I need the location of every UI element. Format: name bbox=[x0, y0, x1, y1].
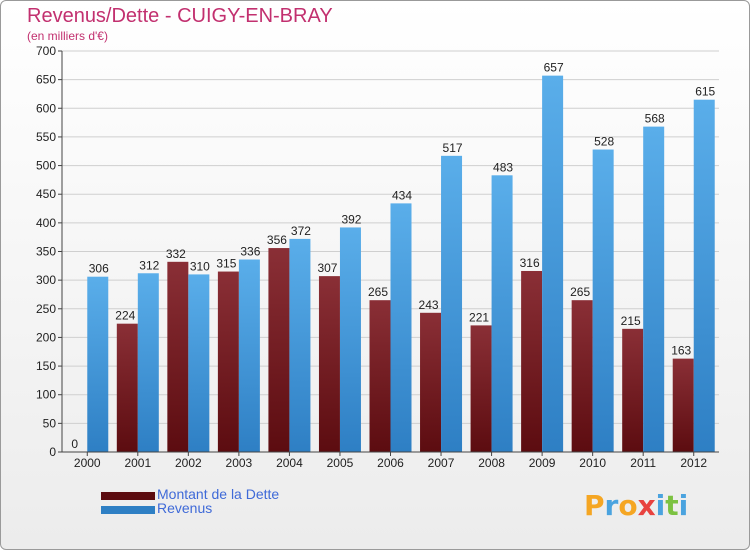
bar-revenus-2003 bbox=[238, 259, 260, 452]
data-label-debt-2011: 215 bbox=[621, 314, 641, 328]
bar-debt-2010 bbox=[571, 300, 593, 452]
bar-debt-2012 bbox=[672, 358, 694, 452]
data-label-debt-2009: 316 bbox=[520, 256, 540, 270]
data-label-debt-2003: 315 bbox=[216, 257, 236, 271]
data-label-debt-2002: 332 bbox=[166, 247, 186, 261]
x-tick-label: 2001 bbox=[124, 456, 151, 470]
bar-debt-2008 bbox=[470, 325, 492, 452]
logo-letter: r bbox=[604, 489, 619, 522]
data-label-revenus-2007: 517 bbox=[443, 141, 463, 155]
x-tick-label: 2010 bbox=[579, 456, 606, 470]
bar-debt-2006 bbox=[369, 300, 391, 452]
bar-revenus-2012 bbox=[693, 99, 715, 452]
data-label-debt-2012: 163 bbox=[671, 344, 691, 358]
data-label-debt-2005: 307 bbox=[317, 261, 337, 275]
data-label-revenus-2011: 568 bbox=[645, 112, 665, 126]
logo-letter: P bbox=[584, 489, 605, 522]
y-tick-label: 450 bbox=[36, 187, 56, 201]
bar-revenus-2008 bbox=[491, 175, 513, 452]
y-tick-label: 250 bbox=[36, 302, 56, 316]
x-tick-label: 2000 bbox=[74, 456, 101, 470]
data-label-revenus-2012: 615 bbox=[695, 85, 715, 99]
y-tick-label: 650 bbox=[36, 73, 56, 87]
y-tick-label: 200 bbox=[36, 330, 56, 344]
y-tick-label: 0 bbox=[49, 445, 56, 459]
proxiti-logo: Proxiti bbox=[584, 489, 688, 522]
bar-debt-2005 bbox=[318, 276, 340, 452]
y-tick-label: 700 bbox=[36, 44, 56, 58]
bar-revenus-2004 bbox=[289, 238, 311, 452]
y-tick-label: 300 bbox=[36, 273, 56, 287]
logo-letter: x bbox=[637, 489, 656, 522]
data-label-debt-2004: 356 bbox=[267, 233, 287, 247]
data-label-debt-2007: 243 bbox=[419, 298, 439, 312]
logo-letter: i bbox=[655, 489, 666, 522]
axes: 0 50 100 150 200 250 300 350 400 450 500 550 600 650 7… bbox=[36, 44, 719, 470]
x-tick-label: 2005 bbox=[327, 456, 354, 470]
data-label-debt-2008: 221 bbox=[469, 310, 489, 324]
data-label-debt-2000: 0 bbox=[71, 437, 78, 451]
bar-revenus-2005 bbox=[339, 227, 361, 452]
data-label-revenus-2003: 336 bbox=[240, 245, 260, 259]
y-tick-label: 50 bbox=[43, 416, 57, 430]
legend-swatch-debt bbox=[101, 492, 155, 500]
legend-label-debt: Montant de la Dette bbox=[157, 486, 280, 502]
x-tick-label: 2009 bbox=[529, 456, 556, 470]
data-label-revenus-2002: 310 bbox=[190, 259, 210, 273]
x-tick-label: 2007 bbox=[428, 456, 455, 470]
logo-letter: t bbox=[665, 489, 679, 522]
bar-debt-2007 bbox=[420, 312, 442, 452]
y-tick-label: 500 bbox=[36, 159, 56, 173]
legend-label-revenus: Revenus bbox=[157, 500, 213, 516]
data-label-debt-2006: 265 bbox=[368, 285, 388, 299]
legend-swatch-revenus bbox=[101, 506, 155, 514]
bar-revenus-2006 bbox=[390, 203, 412, 452]
bar-revenus-2000 bbox=[87, 276, 109, 452]
data-label-revenus-2005: 392 bbox=[341, 212, 361, 226]
data-label-revenus-2010: 528 bbox=[594, 135, 614, 149]
data-label-revenus-2000: 306 bbox=[89, 262, 109, 276]
x-tick-label: 2004 bbox=[276, 456, 303, 470]
y-tick-label: 550 bbox=[36, 130, 56, 144]
bar-revenus-2011 bbox=[643, 126, 665, 453]
bar-debt-2003 bbox=[217, 271, 239, 452]
bars: 0 306 224 312 332 310 315 336 356 372 307 392 265 434… bbox=[71, 61, 716, 453]
x-tick-label: 2011 bbox=[630, 456, 656, 470]
y-tick-label: 150 bbox=[36, 359, 56, 373]
logo-letter: i bbox=[678, 489, 689, 522]
bar-revenus-2007 bbox=[441, 155, 463, 452]
x-tick-label: 2002 bbox=[175, 456, 202, 470]
data-label-revenus-2008: 483 bbox=[493, 160, 513, 174]
data-label-revenus-2001: 312 bbox=[139, 258, 159, 272]
bar-debt-2004 bbox=[268, 248, 290, 452]
y-tick-label: 400 bbox=[36, 216, 56, 230]
bar-debt-2011 bbox=[622, 328, 644, 452]
x-tick-label: 2012 bbox=[680, 456, 707, 470]
data-label-debt-2010: 265 bbox=[570, 285, 590, 299]
logo-letter: o bbox=[618, 489, 638, 522]
y-tick-label: 100 bbox=[36, 388, 56, 402]
bar-debt-2009 bbox=[521, 270, 543, 452]
bar-revenus-2001 bbox=[137, 273, 159, 452]
data-label-revenus-2009: 657 bbox=[544, 61, 564, 75]
chart-title: Revenus/Dette - CUIGY-EN-BRAY bbox=[27, 5, 333, 27]
y-tick-label: 350 bbox=[36, 245, 56, 259]
bar-revenus-2010 bbox=[592, 149, 614, 452]
chart-subtitle: (en milliers d'€) bbox=[27, 29, 108, 43]
x-tick-label: 2008 bbox=[478, 456, 505, 470]
y-tick-label: 600 bbox=[36, 101, 56, 115]
data-label-revenus-2004: 372 bbox=[291, 224, 311, 238]
bar-debt-2002 bbox=[167, 261, 189, 452]
bar-revenus-2009 bbox=[542, 75, 564, 452]
data-label-revenus-2006: 434 bbox=[392, 188, 412, 202]
x-tick-label: 2006 bbox=[377, 456, 404, 470]
bar-revenus-2002 bbox=[188, 274, 210, 452]
x-tick-label: 2003 bbox=[226, 456, 253, 470]
bar-debt-2001 bbox=[116, 323, 138, 452]
data-label-debt-2001: 224 bbox=[115, 309, 135, 323]
